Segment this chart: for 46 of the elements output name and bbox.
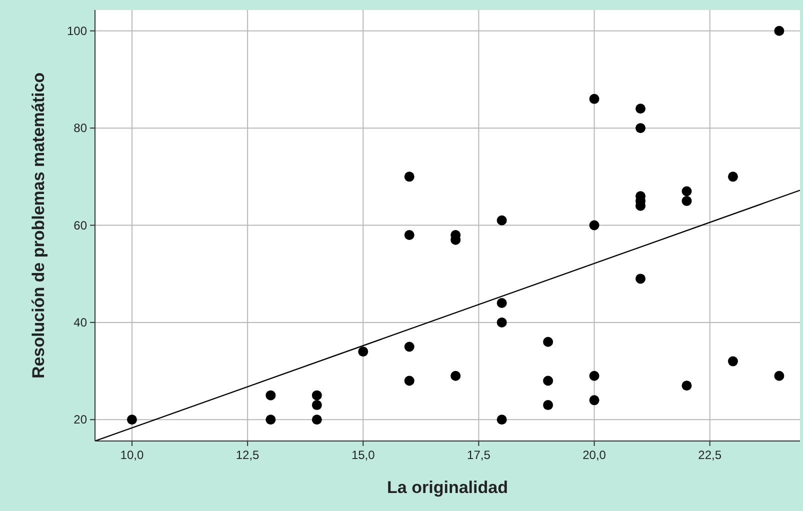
point xyxy=(312,390,322,400)
point xyxy=(682,196,692,206)
point xyxy=(728,172,738,182)
point xyxy=(682,186,692,196)
x-tick-label: 15,0 xyxy=(351,448,376,462)
point xyxy=(589,94,600,104)
point xyxy=(358,346,368,357)
point xyxy=(496,414,507,425)
point xyxy=(496,317,507,328)
point xyxy=(266,414,276,425)
x-axis-title: La originalidad xyxy=(387,478,508,497)
y-tick-label: 100 xyxy=(66,24,88,38)
point xyxy=(312,414,322,425)
point xyxy=(404,172,414,182)
point xyxy=(543,376,554,386)
point xyxy=(266,390,276,400)
point xyxy=(543,400,554,410)
x-tick-label: 12,5 xyxy=(236,448,260,462)
point xyxy=(404,376,414,386)
point xyxy=(636,274,646,284)
point xyxy=(543,336,554,347)
y-tick-label: 20 xyxy=(74,412,88,427)
point xyxy=(589,370,600,381)
point xyxy=(774,370,784,381)
point xyxy=(636,123,646,134)
point xyxy=(496,215,507,226)
x-tick-label: 10,0 xyxy=(120,448,144,462)
point xyxy=(312,400,322,410)
x-tick-label: 20,0 xyxy=(582,448,606,462)
point xyxy=(450,370,461,381)
point xyxy=(404,230,414,240)
point xyxy=(126,414,137,425)
y-tick-label: 40 xyxy=(74,315,88,330)
point xyxy=(589,220,600,230)
x-tick-label: 17,5 xyxy=(467,448,491,462)
point xyxy=(404,342,414,352)
point xyxy=(636,104,646,114)
point xyxy=(774,26,784,36)
x-tick-label: 22,5 xyxy=(698,448,722,462)
point xyxy=(496,298,507,308)
y-axis-title: Resolución de problemas matemático xyxy=(29,72,48,379)
point xyxy=(728,356,738,366)
point xyxy=(589,395,600,406)
y-tick-label: 80 xyxy=(74,121,88,136)
y-tick-label: 60 xyxy=(74,218,88,232)
point xyxy=(682,380,692,391)
